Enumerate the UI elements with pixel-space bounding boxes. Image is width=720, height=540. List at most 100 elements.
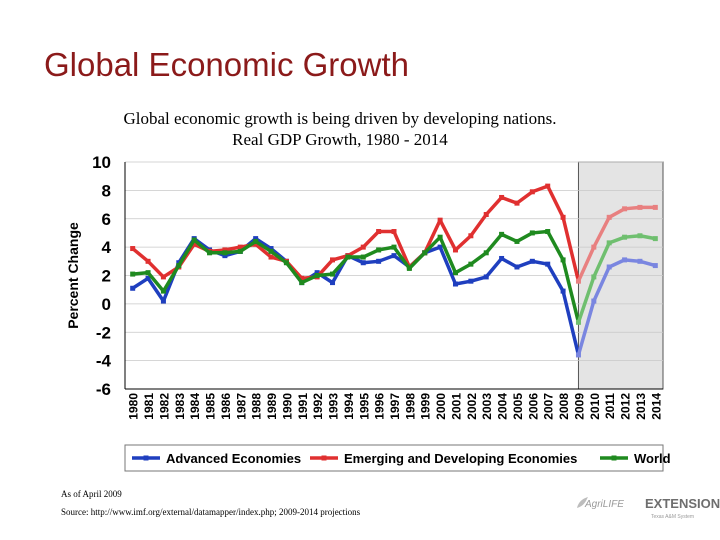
data-point-emerging — [637, 204, 643, 210]
data-point-emerging — [560, 214, 566, 220]
data-point-emerging — [330, 257, 336, 263]
data-point-advanced — [514, 264, 520, 270]
data-point-world — [160, 288, 166, 294]
data-point-advanced — [160, 298, 166, 304]
data-point-advanced — [360, 260, 366, 266]
footnote-source: Source: http://www.imf.org/external/data… — [61, 507, 361, 517]
data-point-advanced — [222, 253, 228, 259]
data-point-emerging — [622, 206, 628, 212]
x-tick-label: 2013 — [634, 393, 648, 420]
x-tick-label: 1986 — [219, 393, 233, 420]
data-point-emerging — [130, 246, 136, 252]
data-point-world — [545, 229, 551, 235]
agrilife-extension-logo: AgriLIFE EXTENSION Texas A&M System — [577, 494, 720, 528]
data-point-world — [130, 271, 136, 277]
data-point-emerging — [253, 241, 259, 247]
data-point-world — [253, 238, 259, 244]
x-tick-label: 1982 — [157, 393, 171, 420]
y-tick-label: 4 — [102, 238, 112, 257]
data-point-world — [637, 233, 643, 239]
data-point-emerging — [483, 211, 489, 217]
data-point-world — [575, 319, 581, 325]
data-point-world — [483, 250, 489, 256]
data-point-advanced — [499, 255, 505, 261]
data-point-advanced — [268, 246, 274, 252]
data-point-advanced — [560, 288, 566, 294]
series-line-advanced — [131, 236, 581, 356]
data-point-advanced — [314, 270, 320, 276]
data-point-emerging — [514, 200, 520, 206]
x-tick-label: 2010 — [588, 393, 602, 420]
series-projection-line-world — [576, 234, 656, 323]
data-point-world — [452, 270, 458, 276]
data-point-advanced — [253, 236, 259, 242]
data-point-world — [207, 250, 213, 256]
legend-label-advanced: Advanced Economies — [166, 451, 301, 466]
data-point-world — [406, 265, 412, 271]
series-projection-line-emerging — [576, 205, 656, 282]
x-tick-label: 2004 — [496, 393, 510, 420]
x-tick-label: 1990 — [280, 393, 294, 420]
x-tick-label: 2011 — [603, 393, 617, 419]
x-tick-label: 1991 — [296, 393, 310, 420]
x-tick-label: 2008 — [557, 393, 571, 420]
x-tick-label: 2014 — [649, 393, 663, 420]
y-tick-label: 0 — [102, 295, 111, 314]
data-point-advanced — [545, 261, 551, 267]
data-point-advanced — [145, 275, 151, 281]
x-tick-label: 2001 — [449, 393, 463, 420]
data-point-emerging — [145, 258, 151, 264]
x-tick-label: 1987 — [234, 393, 248, 420]
y-tick-label: -2 — [96, 323, 111, 342]
series-line-emerging — [131, 184, 581, 282]
x-tick-label: 2007 — [542, 393, 556, 420]
legend-label-world: World — [634, 451, 670, 466]
data-point-emerging — [376, 229, 382, 235]
data-point-world — [314, 273, 320, 278]
data-point-emerging — [545, 183, 551, 189]
y-tick-label: -4 — [96, 352, 112, 371]
data-point-world — [376, 247, 382, 253]
data-point-world — [437, 234, 443, 240]
data-point-advanced — [330, 280, 336, 286]
data-point-emerging — [499, 194, 505, 200]
x-tick-label: 2012 — [619, 393, 633, 420]
x-tick-label: 2003 — [480, 393, 494, 420]
data-point-advanced — [622, 257, 628, 263]
data-point-emerging — [360, 244, 366, 250]
data-point-world — [299, 280, 305, 286]
legend-marker-world — [611, 455, 617, 461]
x-tick-label: 2002 — [465, 393, 479, 420]
series-projection-line-advanced — [576, 258, 656, 356]
data-point-world — [514, 238, 520, 244]
legend-box — [124, 444, 664, 472]
logo-extension: EXTENSION — [645, 496, 720, 511]
x-tick-label: 1993 — [327, 393, 341, 420]
data-point-world — [391, 244, 397, 250]
series-layer — [130, 183, 658, 358]
data-point-world — [591, 274, 597, 280]
x-tick-label: 1981 — [142, 393, 156, 420]
data-point-world — [145, 270, 151, 276]
data-point-emerging — [452, 247, 458, 253]
legend-marker-advanced — [143, 455, 149, 461]
data-point-world — [222, 250, 228, 256]
data-point-emerging — [237, 244, 243, 250]
data-point-advanced — [606, 264, 612, 270]
data-point-world — [606, 240, 612, 246]
data-point-emerging — [437, 217, 443, 223]
data-point-world — [622, 234, 628, 240]
data-point-emerging — [191, 241, 197, 247]
x-tick-label: 1985 — [204, 393, 218, 420]
data-point-advanced — [452, 281, 458, 287]
agrilife-leaf-icon — [577, 497, 588, 508]
data-point-emerging — [652, 204, 658, 210]
data-point-emerging — [268, 254, 274, 260]
data-point-advanced — [591, 298, 597, 304]
x-tick-label: 2006 — [526, 393, 540, 420]
legend: Advanced Economies Emerging and Developin… — [124, 444, 670, 472]
data-point-advanced — [437, 244, 443, 250]
y-tick-label: -6 — [96, 380, 111, 399]
